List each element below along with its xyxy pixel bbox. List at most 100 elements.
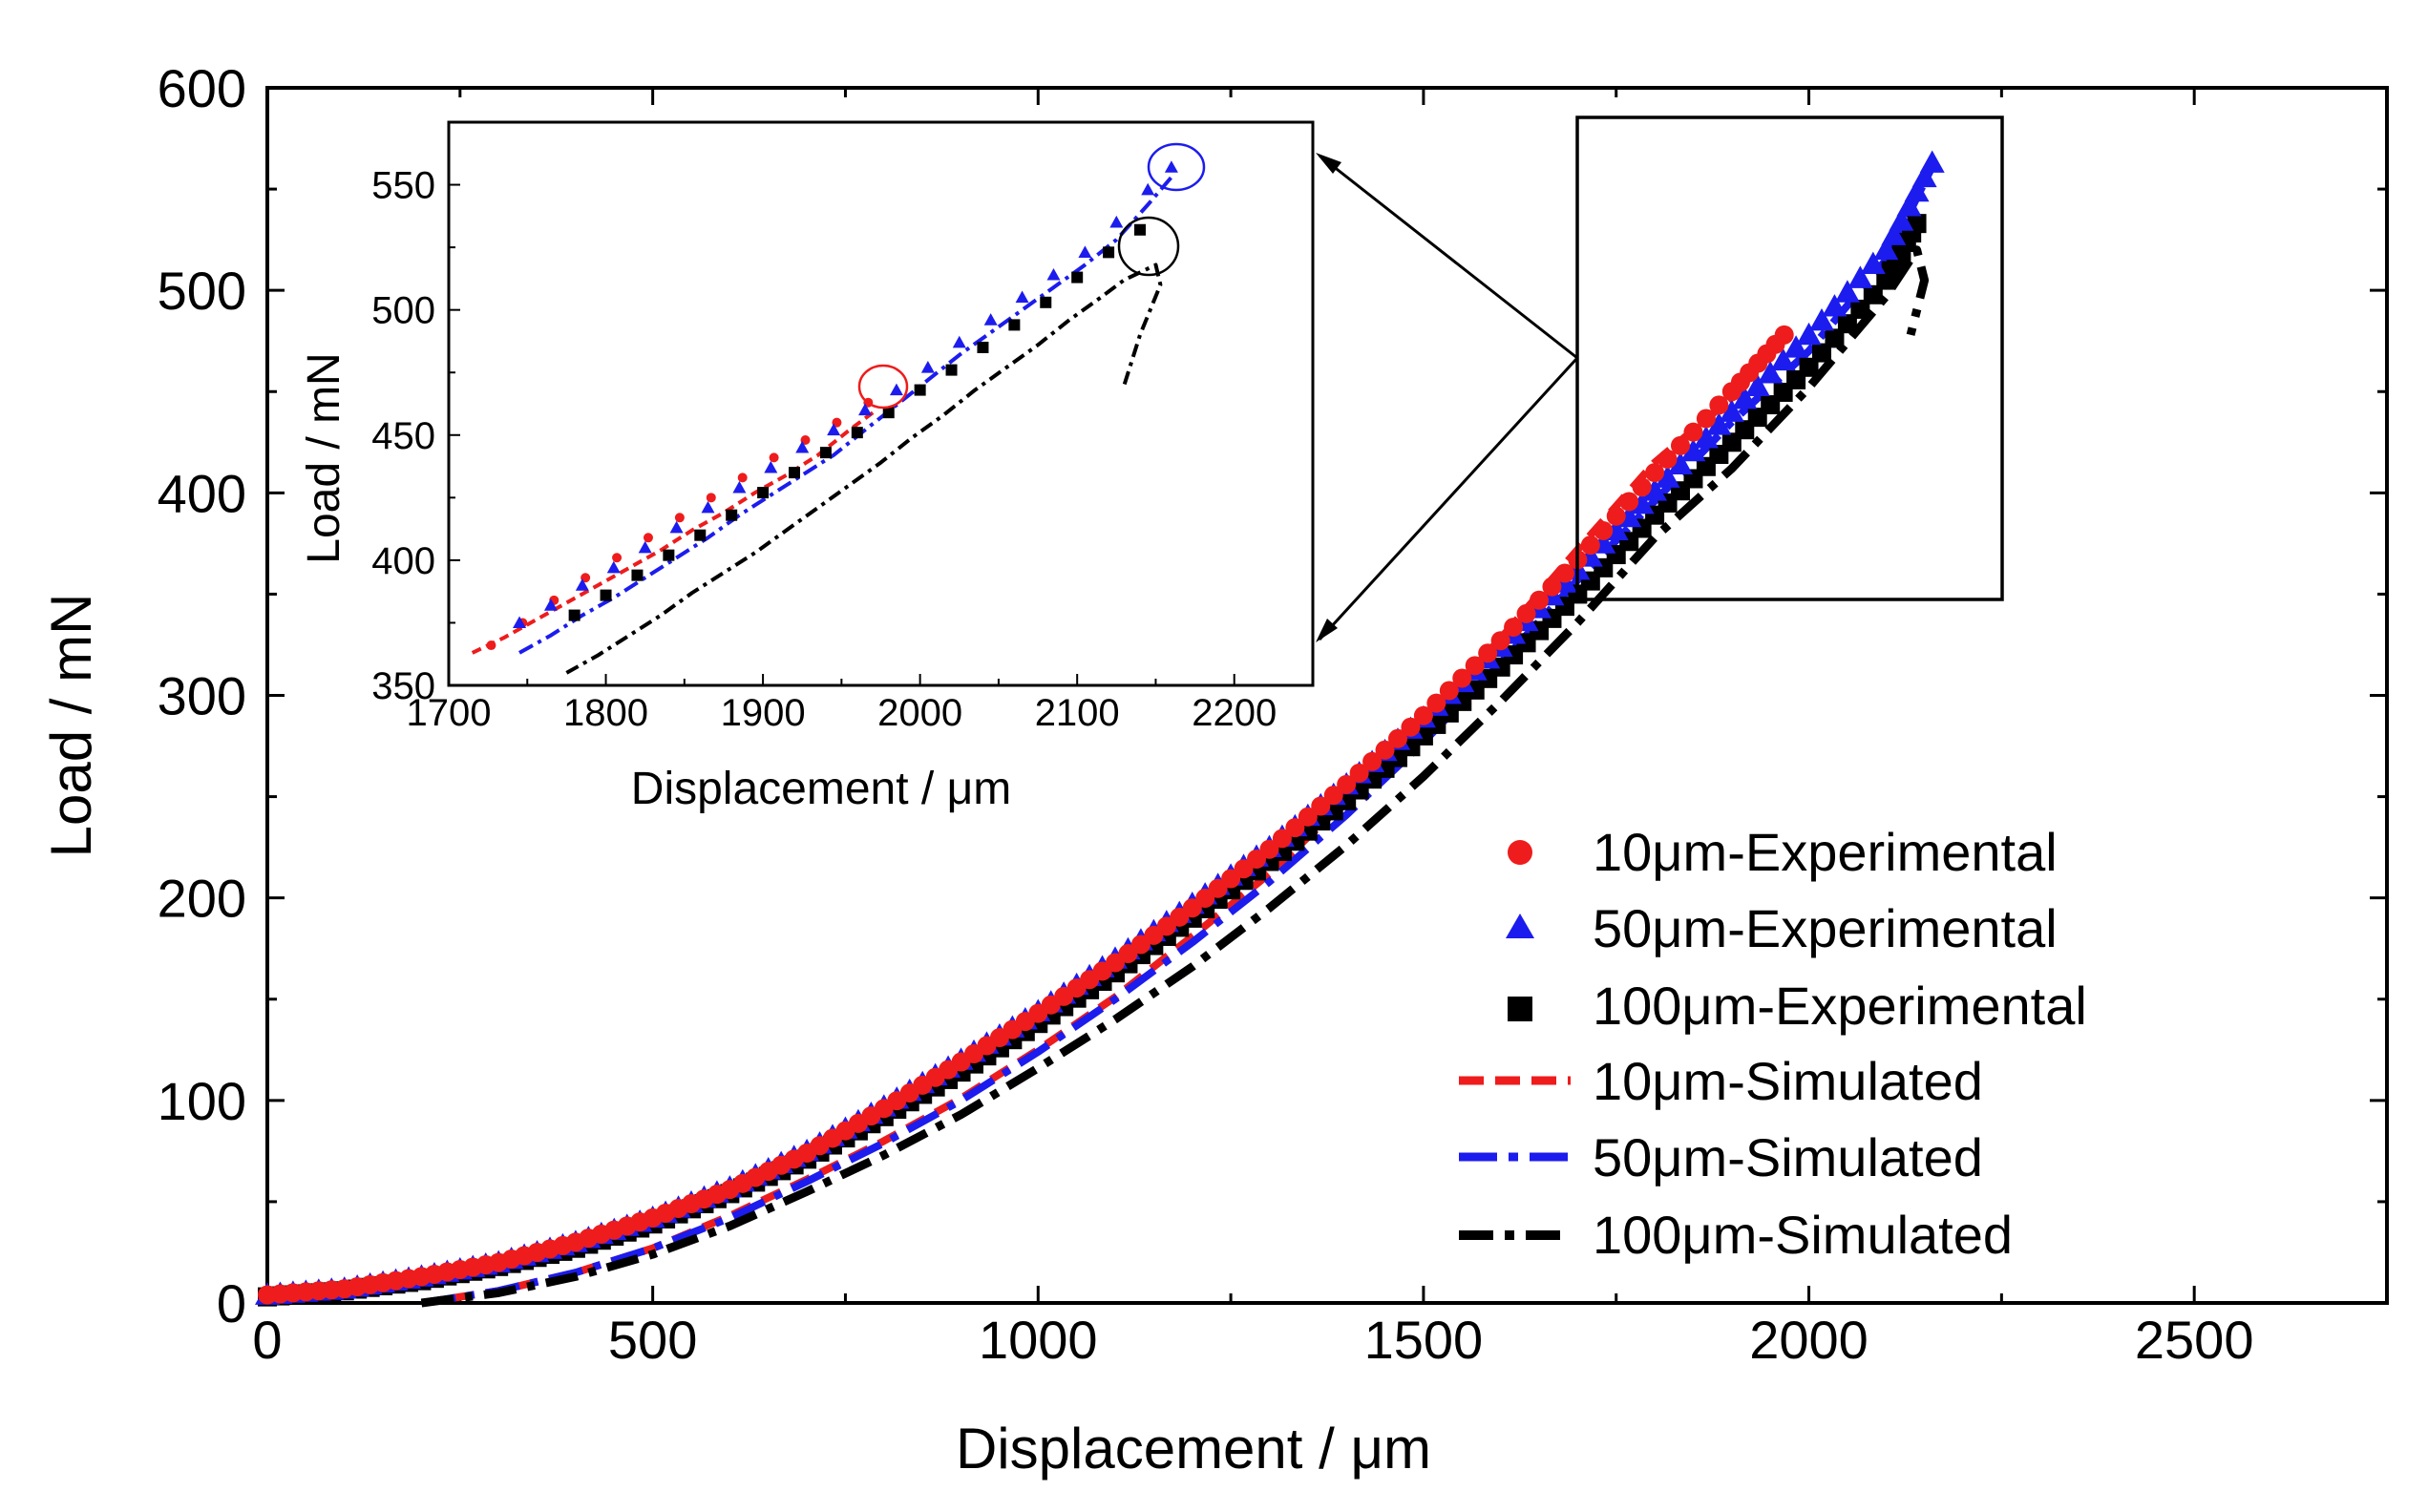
inset-point-1 [732, 480, 747, 494]
main-point-1 [1693, 426, 1719, 449]
main-point-1 [1655, 465, 1680, 488]
main-point-0 [1452, 668, 1472, 688]
main-point-0 [1272, 829, 1292, 849]
inset-plot-frame [447, 120, 1315, 687]
main-point-1 [1881, 222, 1907, 245]
legend-symbol-100um-exp [1508, 997, 1532, 1021]
inset-point-2 [851, 427, 863, 439]
inset-series-line-4 [518, 176, 1173, 655]
inset-point-2 [631, 569, 644, 581]
inset-point-2 [694, 529, 707, 541]
inset-point-1 [795, 440, 810, 453]
main-point-1 [1873, 237, 1899, 261]
inset-highlight-blue-circle [1147, 142, 1206, 192]
inset-point-1 [889, 383, 903, 396]
main-point-2 [1799, 357, 1819, 377]
main-point-1 [1642, 478, 1668, 501]
main-point-0 [1709, 395, 1729, 415]
main-point-0 [1516, 603, 1536, 623]
main-x-tick-label: 2000 [1749, 1310, 1869, 1370]
main-y-axis-title: Load / mN [39, 594, 103, 858]
inset-point-0 [674, 513, 685, 523]
inset-highlight-black-circle [1117, 216, 1180, 277]
main-point-1 [1919, 150, 1945, 173]
inset-point-1 [701, 500, 715, 514]
inset-y-tick-label: 400 [371, 540, 435, 582]
main-point-2 [1812, 343, 1831, 363]
main-point-0 [1632, 477, 1652, 497]
main-point-0 [1439, 681, 1459, 701]
main-point-0 [1606, 506, 1626, 526]
main-point-1 [1770, 347, 1796, 371]
main-point-1 [1822, 294, 1847, 317]
inset-point-2 [914, 384, 926, 396]
main-point-2 [1837, 314, 1857, 334]
inset-point-2 [1103, 246, 1115, 259]
inset-point-1 [1141, 182, 1155, 196]
legend-label-50um-exp: 50μm-Experimental [1593, 898, 2058, 958]
inset-point-2 [977, 342, 989, 353]
main-x-axis-title: Displacement / μm [956, 1417, 1431, 1480]
main-point-1 [1758, 361, 1784, 384]
inset-point-2 [1134, 223, 1146, 236]
zoom-arrowhead-bottom [1316, 619, 1338, 642]
main-point-1 [1834, 280, 1860, 303]
main-y-tick-label: 500 [158, 261, 246, 321]
inset-point-1 [1164, 160, 1178, 173]
main-point-1 [1668, 452, 1693, 475]
zoom-arrowhead-top [1316, 153, 1341, 174]
main-point-2 [1825, 328, 1845, 348]
main-point-1 [1796, 322, 1822, 346]
main-y-tick-label: 300 [158, 666, 246, 726]
main-y-tick-label: 400 [158, 463, 246, 523]
inset-point-1 [513, 616, 527, 629]
main-point-0 [1696, 409, 1716, 429]
inset-point-1 [1015, 290, 1029, 304]
main-point-0 [1426, 693, 1446, 713]
main-point-0 [1594, 520, 1614, 540]
main-point-0 [1362, 751, 1383, 771]
main-point-1 [1860, 251, 1886, 274]
inset-point-0 [486, 640, 496, 651]
legend-label-50um-sim: 50μm-Simulated [1593, 1127, 1983, 1187]
inset-point-2 [757, 487, 770, 499]
inset-point-1 [920, 360, 935, 373]
inset-point-1 [606, 560, 621, 574]
legend-symbol-50um-exp [1506, 914, 1534, 938]
inset-point-1 [764, 460, 778, 473]
main-point-1 [1680, 438, 1706, 462]
main-point-1 [1889, 208, 1914, 231]
inset-x-tick-label: 2100 [1035, 692, 1120, 734]
inset-x-axis-title: Displacement / μm [631, 764, 1011, 814]
inset-point-1 [983, 313, 998, 326]
zoom-arrow-top [1319, 154, 1578, 360]
inset-highlight-red-circle [857, 364, 909, 410]
inset-point-2 [568, 609, 581, 621]
inset-point-2 [882, 407, 895, 419]
inset-point-0 [737, 472, 748, 483]
main-y-tick-label: 0 [217, 1273, 246, 1334]
main-point-1 [1896, 194, 1922, 217]
inset-point-0 [612, 553, 623, 563]
inset-x-tick-label: 1900 [721, 692, 806, 734]
main-series-line-4 [420, 164, 1936, 1307]
inset-y-tick-label: 350 [371, 665, 435, 707]
inset-series-line-3 [471, 410, 875, 655]
main-point-0 [1657, 449, 1678, 469]
inset-point-2 [1008, 319, 1021, 331]
inset-x-tick-label: 2000 [877, 692, 962, 734]
main-series-line-5 [420, 245, 1930, 1308]
inset-series-line-5 [565, 262, 1163, 675]
main-point-0 [1542, 577, 1562, 597]
inset-x-tick-label: 1700 [407, 692, 492, 734]
main-x-tick-label: 2500 [2135, 1310, 2254, 1370]
inset-point-1 [669, 520, 684, 534]
inset-point-0 [706, 493, 716, 503]
main-point-0 [1619, 492, 1639, 512]
main-point-0 [1349, 763, 1369, 783]
inset-point-1 [1078, 245, 1092, 258]
inset-point-2 [945, 364, 958, 376]
inset-point-2 [1040, 296, 1052, 308]
inset-y-tick-label: 450 [371, 415, 435, 457]
